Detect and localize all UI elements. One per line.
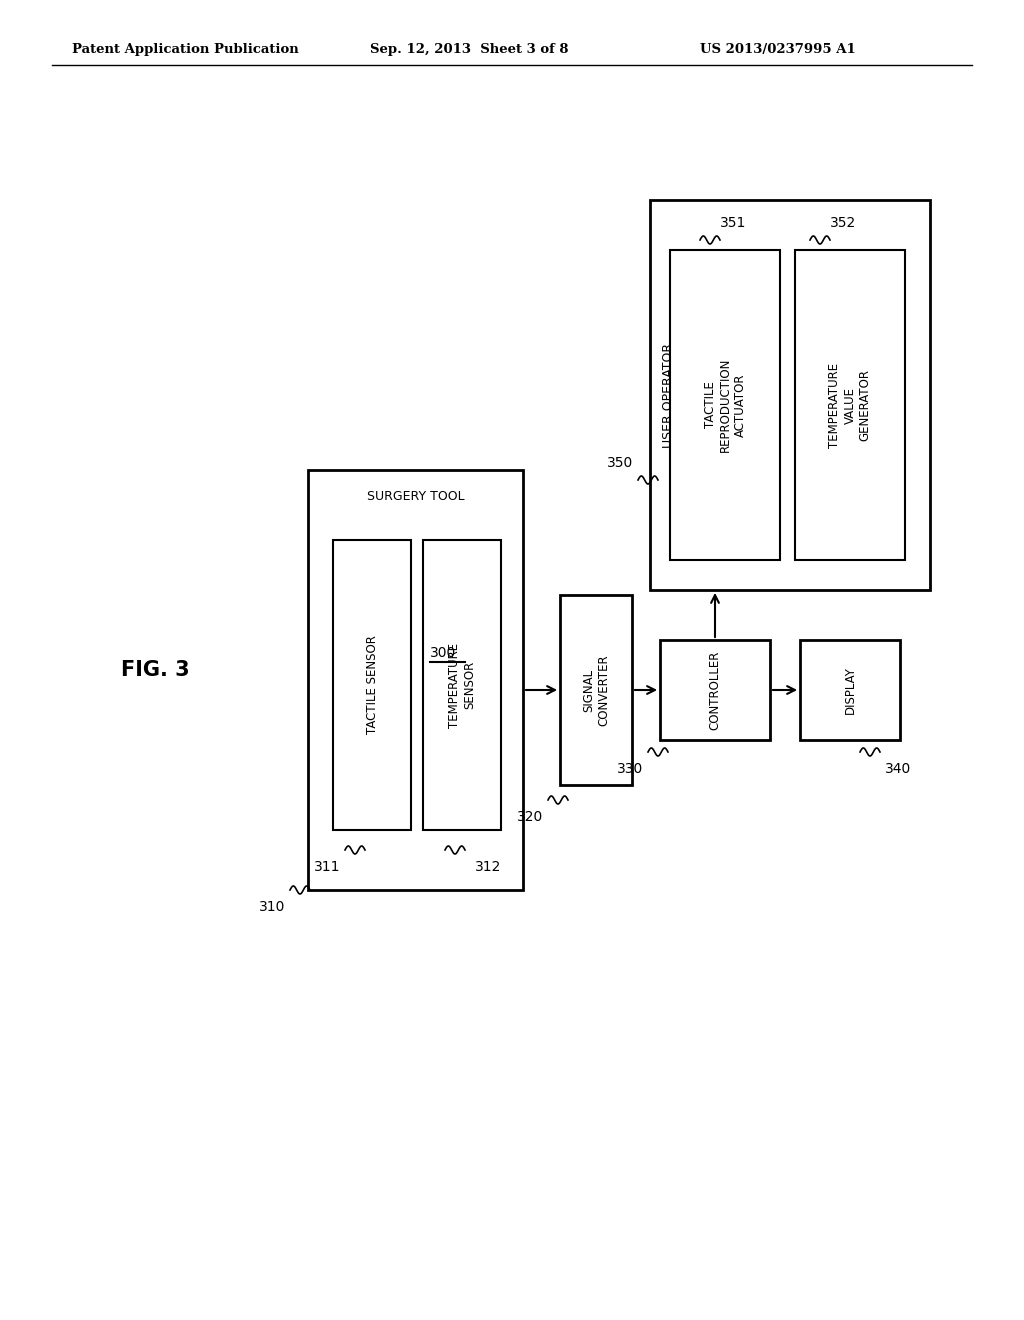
Text: USER OPERATOR: USER OPERATOR <box>662 342 675 447</box>
Bar <box>670 249 780 560</box>
Bar <box>660 640 770 741</box>
Text: Patent Application Publication: Patent Application Publication <box>72 44 299 57</box>
Bar <box>650 201 930 590</box>
Text: SIGNAL
CONVERTER: SIGNAL CONVERTER <box>582 655 610 726</box>
Text: TEMPERATURE
VALUE
GENERATOR: TEMPERATURE VALUE GENERATOR <box>828 363 871 447</box>
Text: TACTILE
REPRODUCTION
ACTUATOR: TACTILE REPRODUCTION ACTUATOR <box>703 358 746 453</box>
Text: DISPLAY: DISPLAY <box>844 667 856 714</box>
Bar <box>800 640 900 741</box>
Text: 310: 310 <box>259 900 285 913</box>
Bar <box>308 470 523 890</box>
Text: 351: 351 <box>720 216 746 230</box>
Text: 300: 300 <box>430 645 457 660</box>
Text: 312: 312 <box>475 861 502 874</box>
Text: 340: 340 <box>885 762 911 776</box>
Bar <box>333 540 411 830</box>
Bar <box>423 540 501 830</box>
Text: CONTROLLER: CONTROLLER <box>709 651 722 730</box>
Bar <box>795 249 905 560</box>
Text: 330: 330 <box>616 762 643 776</box>
Text: TEMPERATURE
SENSOR: TEMPERATURE SENSOR <box>449 643 476 727</box>
Text: FIG. 3: FIG. 3 <box>121 660 189 680</box>
Text: SURGERY TOOL: SURGERY TOOL <box>367 490 464 503</box>
Text: 320: 320 <box>517 810 543 824</box>
Text: 352: 352 <box>830 216 856 230</box>
Text: US 2013/0237995 A1: US 2013/0237995 A1 <box>700 44 856 57</box>
Text: 311: 311 <box>313 861 340 874</box>
Bar <box>560 595 632 785</box>
Text: Sep. 12, 2013  Sheet 3 of 8: Sep. 12, 2013 Sheet 3 of 8 <box>370 44 568 57</box>
Text: TACTILE SENSOR: TACTILE SENSOR <box>366 635 379 734</box>
Text: 350: 350 <box>607 455 633 470</box>
